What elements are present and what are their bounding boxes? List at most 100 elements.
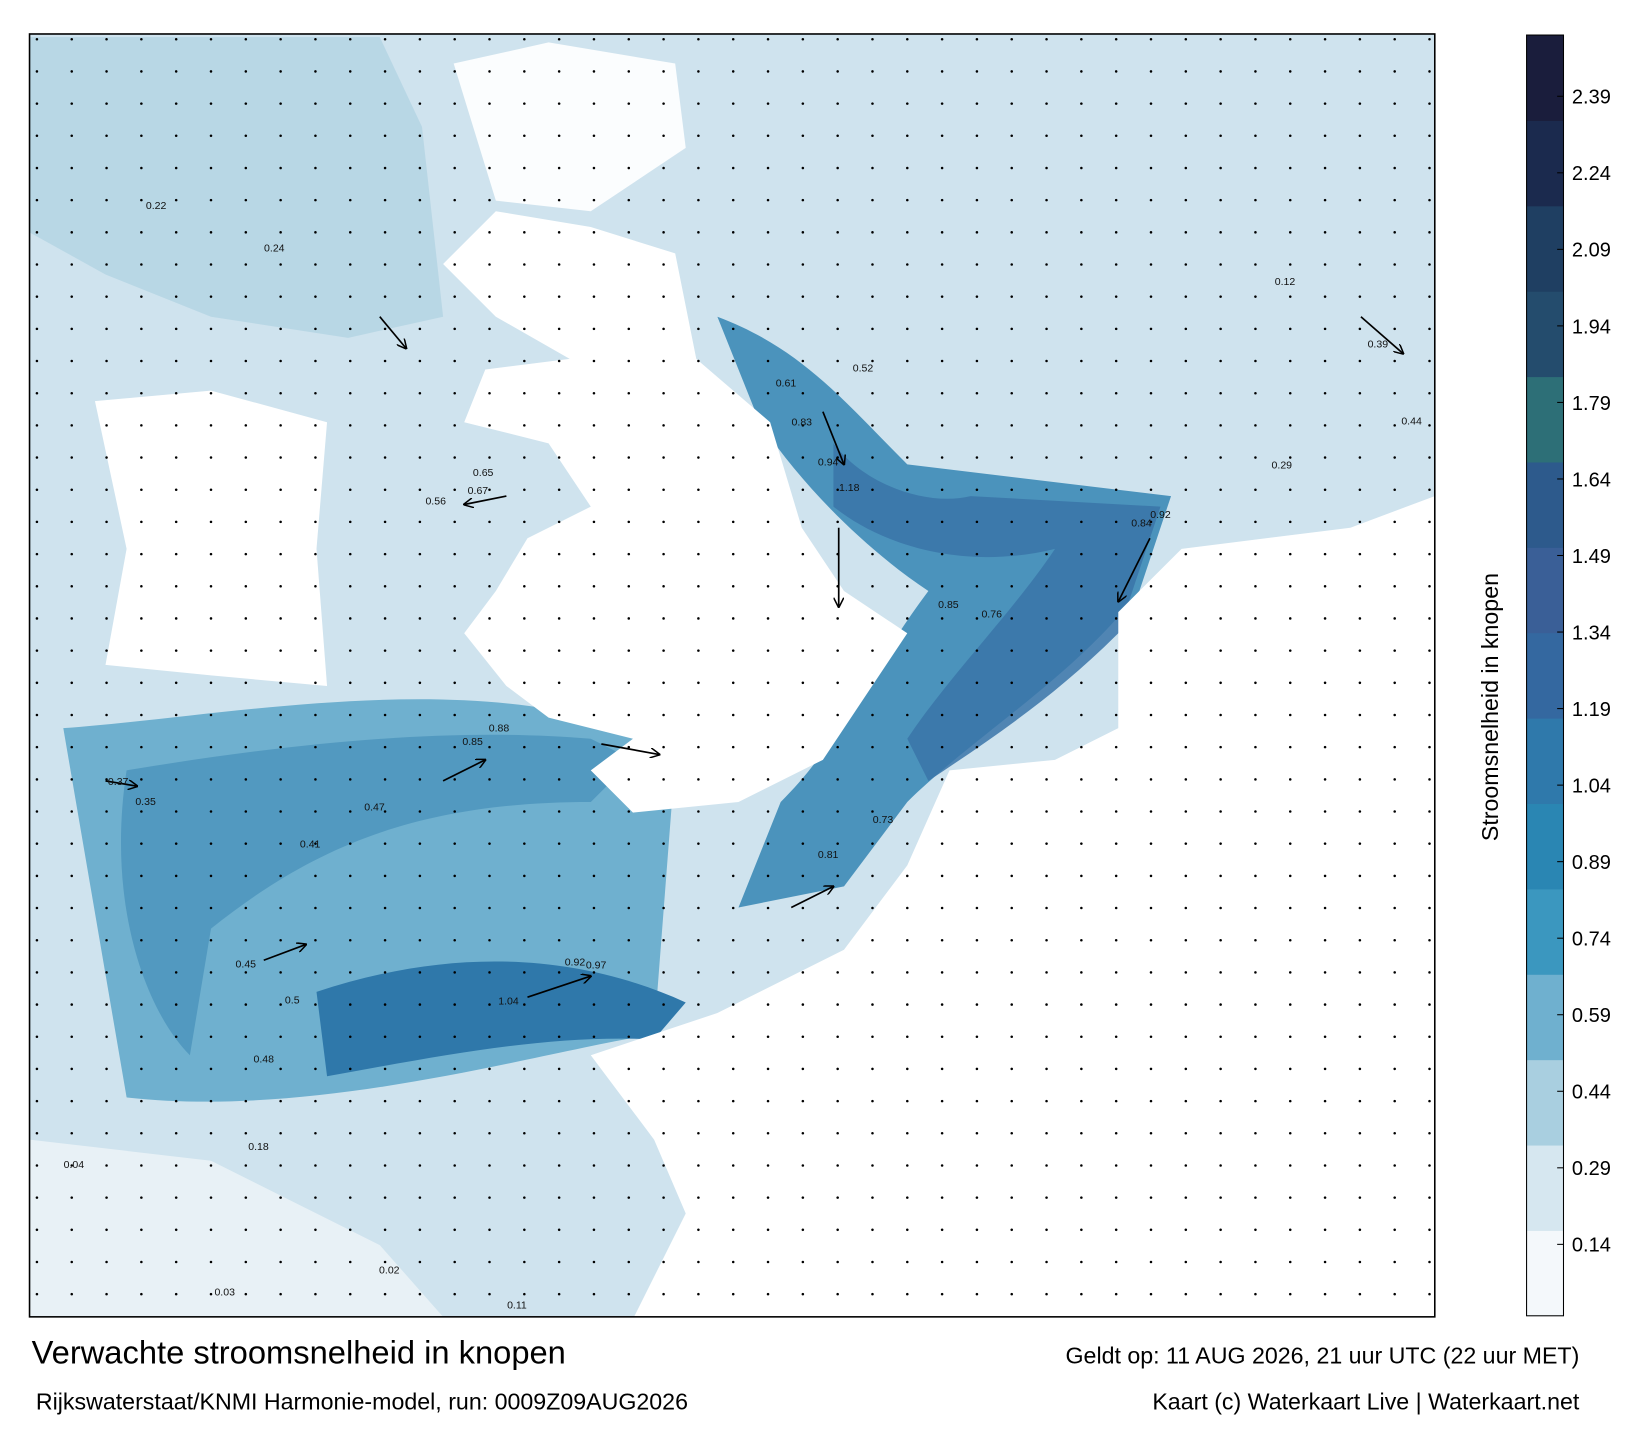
grid-dot <box>244 1132 248 1135</box>
grid-dot <box>871 1067 874 1071</box>
grid-dot <box>940 295 944 298</box>
grid-dot <box>140 520 143 524</box>
grid-dot <box>1080 1260 1083 1264</box>
grid-dot <box>1184 359 1188 363</box>
grid-dot <box>871 938 874 942</box>
grid-dot <box>105 681 108 685</box>
grid-dot <box>766 263 770 266</box>
grid-dot <box>662 263 665 266</box>
grid-dot <box>348 391 352 395</box>
grid-dot <box>209 327 213 331</box>
grid-dot <box>627 231 631 234</box>
grid-dot <box>1114 810 1118 813</box>
grid-dot <box>35 391 39 395</box>
grid-dot <box>1184 198 1188 202</box>
grid-dot <box>418 359 422 363</box>
grid-dot <box>1045 552 1048 556</box>
grid-dot <box>1288 971 1292 974</box>
grid-dot <box>523 1035 526 1039</box>
grid-dot <box>697 391 700 395</box>
grid-dot <box>105 906 108 910</box>
grid-dot <box>906 391 909 395</box>
grid-dot <box>1254 37 1257 41</box>
grid-dot <box>940 713 944 717</box>
grid-dot <box>348 1067 352 1071</box>
grid-dot <box>383 391 387 395</box>
grid-dot <box>209 938 213 942</box>
grid-dot <box>975 585 979 588</box>
grid-dot <box>1254 263 1257 266</box>
grid-dot <box>35 585 39 588</box>
grid-dot <box>1254 520 1257 524</box>
grid-dot <box>348 1196 352 1199</box>
grid-dot <box>279 971 282 974</box>
speed-label: 0.22 <box>146 200 167 212</box>
grid-dot <box>1428 295 1431 298</box>
grid-dot <box>906 1260 909 1264</box>
grid-dot <box>1323 1228 1327 1232</box>
grid-dot <box>314 1099 317 1103</box>
grid-dot <box>174 424 178 427</box>
grid-dot <box>314 649 317 652</box>
grid-dot <box>1288 424 1292 427</box>
grid-dot <box>1428 1260 1431 1264</box>
grid-dot <box>453 842 456 845</box>
grid-dot <box>70 134 74 138</box>
grid-dot <box>1358 263 1362 266</box>
grid-dot <box>766 842 770 845</box>
grid-dot <box>383 327 387 331</box>
grid-dot <box>627 842 631 845</box>
grid-dot <box>1323 263 1327 266</box>
grid-dot <box>592 874 596 878</box>
grid-dot <box>906 713 909 717</box>
grid-dot <box>348 263 352 266</box>
grid-dot <box>348 102 352 105</box>
speed-label: 0.12 <box>1275 276 1296 288</box>
grid-dot <box>731 1035 735 1039</box>
grid-dot <box>592 1164 596 1167</box>
grid-dot <box>314 424 317 427</box>
grid-dot <box>766 520 770 524</box>
grid-dot <box>627 1067 631 1071</box>
speed-label: 0.37 <box>108 776 129 788</box>
grid-dot <box>1323 1067 1327 1071</box>
speed-label: 0.18 <box>248 1141 269 1153</box>
grid-dot <box>70 488 74 492</box>
grid-dot <box>1184 1292 1188 1296</box>
grid-dot <box>1288 102 1292 105</box>
grid-dot <box>871 424 874 427</box>
grid-dot <box>279 134 282 138</box>
grid-dot <box>488 810 491 813</box>
grid-dot <box>140 488 143 492</box>
grid-dot <box>1428 198 1431 202</box>
grid-dot <box>1114 1003 1118 1006</box>
grid-dot <box>140 134 143 138</box>
grid-dot <box>174 359 178 363</box>
grid-dot <box>801 713 805 717</box>
grid-dot <box>523 1003 526 1006</box>
grid-dot <box>871 906 874 910</box>
grid-dot <box>383 681 387 685</box>
grid-dot <box>731 842 735 845</box>
grid-dot <box>523 198 526 202</box>
grid-dot <box>1219 295 1222 298</box>
grid-dot <box>279 520 282 524</box>
grid-dot <box>1114 327 1118 331</box>
shallow <box>29 37 444 338</box>
grid-dot <box>383 70 387 73</box>
grid-dot <box>592 649 596 652</box>
grid-dot <box>453 745 456 749</box>
grid-dot <box>1254 1228 1257 1232</box>
grid-dot <box>1288 1292 1292 1296</box>
grid-dot <box>662 359 665 363</box>
grid-dot <box>348 649 352 652</box>
grid-dot <box>1149 1292 1153 1296</box>
grid-dot <box>1114 1099 1118 1103</box>
grid-dot <box>105 874 108 878</box>
grid-dot <box>1149 295 1153 298</box>
grid-dot <box>731 713 735 717</box>
grid-dot <box>1010 1099 1013 1103</box>
grid-dot <box>1010 1260 1013 1264</box>
grid-dot <box>348 231 352 234</box>
grid-dot <box>314 488 317 492</box>
